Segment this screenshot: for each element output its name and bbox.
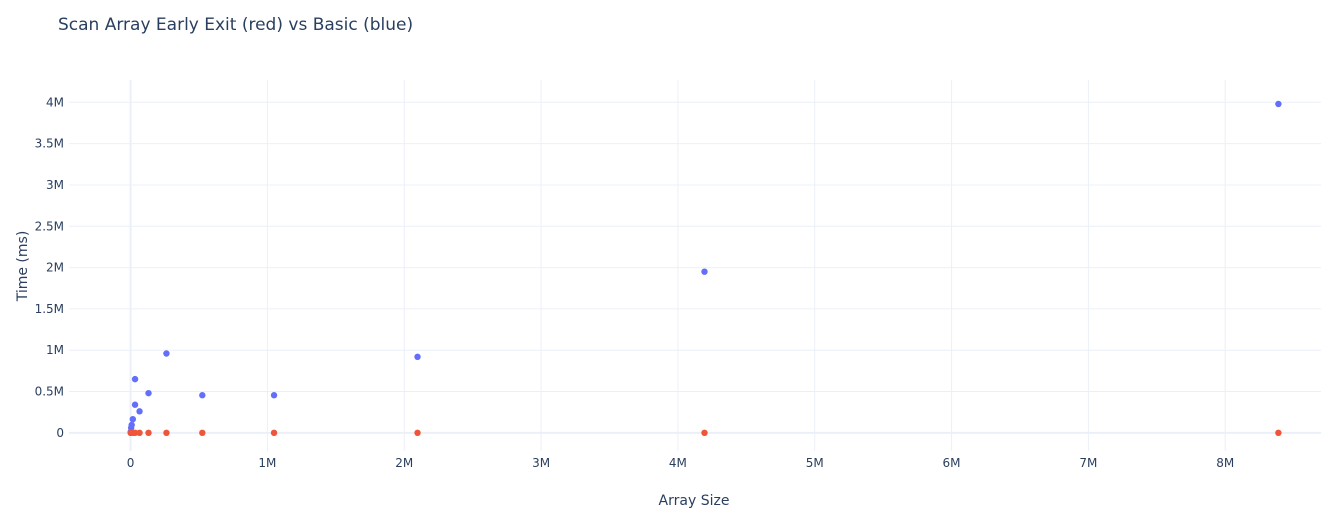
blue-data-point xyxy=(270,392,278,399)
red-data-point xyxy=(270,429,278,437)
data-points xyxy=(127,100,1282,437)
x-tick-label: 6M xyxy=(943,456,961,470)
y-tick-label: 2.5M xyxy=(35,219,64,233)
x-tick-label: 4M xyxy=(669,456,687,470)
red-data-point xyxy=(136,429,143,437)
y-axis-ticks: 0 0.5M 1M 1.5M 2M 2.5M 3M 3.5M 4M xyxy=(35,95,64,440)
blue-data-point xyxy=(136,408,143,415)
blue-data-point xyxy=(131,401,139,408)
blue-data-point xyxy=(129,415,137,423)
grid-lines xyxy=(69,80,1321,451)
y-tick-label: 3.5M xyxy=(35,137,64,151)
y-tick-label: 0 xyxy=(56,426,64,440)
y-tick-label: 3M xyxy=(46,178,64,192)
blue-data-point xyxy=(163,350,170,357)
red-data-point xyxy=(145,429,152,437)
red-data-point xyxy=(414,429,421,437)
x-tick-label: 3M xyxy=(532,456,550,470)
red-data-point xyxy=(199,429,206,437)
chart-title: Scan Array Early Exit (red) vs Basic (bl… xyxy=(58,15,413,35)
y-tick-label: 1.5M xyxy=(35,302,64,316)
blue-data-point xyxy=(199,392,206,399)
x-tick-label: 1M xyxy=(258,456,276,470)
y-tick-label: 4M xyxy=(46,95,64,109)
x-axis-title: Array Size xyxy=(659,493,730,509)
y-tick-label: 1M xyxy=(46,343,64,357)
red-data-point xyxy=(701,429,708,437)
y-tick-label: 0.5M xyxy=(35,385,64,399)
red-data-point xyxy=(1275,429,1282,437)
x-axis-ticks: 0 1M 2M 3M 4M 5M 6M 7M 8M xyxy=(127,456,1234,470)
y-tick-label: 2M xyxy=(46,261,64,275)
x-tick-label: 8M xyxy=(1216,456,1234,470)
blue-data-point xyxy=(131,375,139,383)
blue-data-point xyxy=(145,389,152,397)
blue-data-point xyxy=(701,268,708,275)
y-axis-title: Time (ms) xyxy=(15,231,31,303)
x-tick-label: 7M xyxy=(1079,456,1097,470)
blue-data-point xyxy=(128,421,135,429)
red-data-point xyxy=(163,429,170,437)
blue-data-point xyxy=(414,353,421,361)
x-tick-label: 2M xyxy=(395,456,413,470)
x-tick-label: 0 xyxy=(127,456,135,470)
blue-data-point xyxy=(1275,100,1282,108)
x-tick-label: 5M xyxy=(806,456,824,470)
red-data-point xyxy=(131,429,139,437)
